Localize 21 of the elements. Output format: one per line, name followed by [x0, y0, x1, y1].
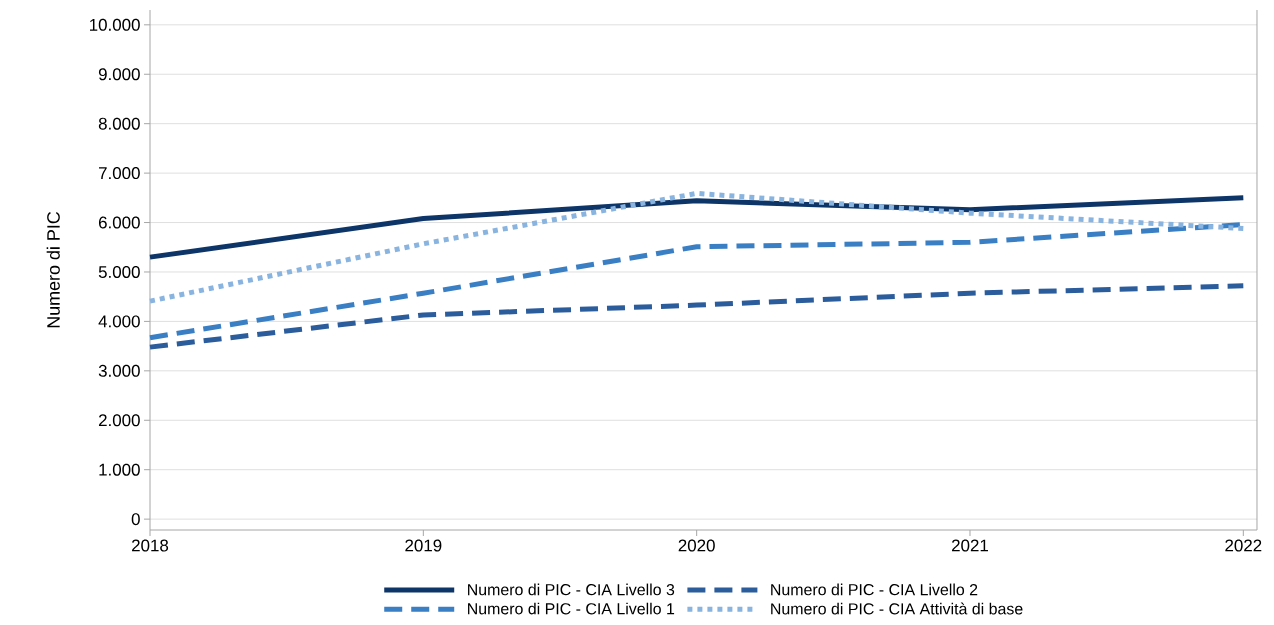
legend-label: Numero di PIC - CIA Livello 3 [468, 583, 675, 596]
y-tick-label: 0 [131, 513, 140, 526]
legend-label: Numero di PIC - CIA Livello 2 [771, 583, 978, 596]
y-tick-label: 4.000 [98, 315, 140, 328]
y-tick-label: 1.000 [99, 463, 140, 476]
y-tick-label: 6.000 [98, 216, 140, 229]
x-tick-label: 2020 [678, 539, 715, 552]
y-tick-label: 7.000 [99, 167, 140, 180]
y-tick-label: 8.000 [98, 117, 140, 130]
y-tick-label: 10.000 [90, 18, 140, 31]
y-tick-label: 2.000 [98, 414, 140, 427]
legend-label: Numero di PIC - CIA Livello 1 [468, 602, 675, 615]
y-tick-label: 5.000 [98, 265, 140, 278]
y-tick-label: 3.000 [98, 364, 140, 377]
legend-label: Numero di PIC - CIA Attività di base [771, 602, 1023, 615]
y-tick-label: 9.000 [98, 68, 140, 81]
x-tick-label: 2018 [132, 539, 169, 552]
x-tick-label: 2021 [952, 539, 988, 552]
x-tick-label: 2022 [1225, 539, 1262, 552]
y-axis-title: Numero di PIC [46, 211, 60, 328]
x-tick-label: 2019 [405, 539, 442, 552]
